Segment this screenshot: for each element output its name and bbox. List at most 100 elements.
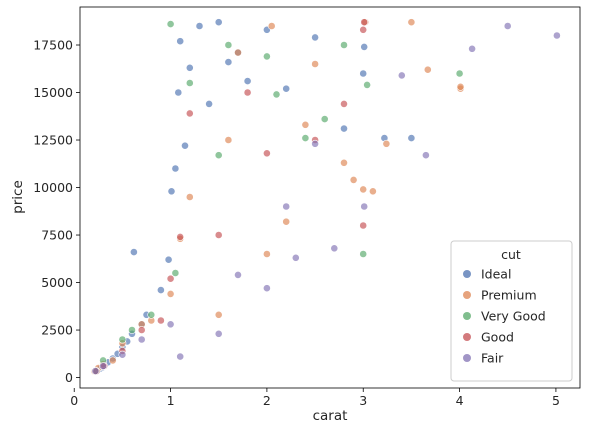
- point-ideal-26: [243, 77, 252, 85]
- point-ideal-19: [181, 141, 189, 150]
- y-axis-ticks: 0 2500 5000 7500 10000 12500 15000 17500: [33, 38, 80, 385]
- point-fair-1: [99, 362, 107, 370]
- x-tick-label-4: 4: [456, 393, 464, 408]
- point-fair-18: [553, 31, 561, 40]
- point-fair-2: [118, 350, 127, 359]
- legend-label-ideal: Ideal: [481, 267, 511, 282]
- point-premium-10: [214, 310, 223, 319]
- point-ideal-32: [360, 43, 369, 51]
- point-good-5: [166, 274, 175, 283]
- point-very-good-12: [301, 134, 310, 142]
- legend-title: cut: [501, 247, 521, 262]
- point-ideal-10: [129, 248, 138, 256]
- point-fair-3: [137, 335, 146, 344]
- legend-marker-premium: [463, 291, 471, 299]
- point-premium-19: [349, 175, 358, 184]
- plot-frame: [79, 6, 581, 389]
- legend-label-premium: Premium: [481, 288, 537, 303]
- point-ideal-31: [359, 69, 368, 78]
- point-fair-12: [330, 244, 339, 253]
- point-good-3: [137, 326, 146, 334]
- point-fair-14: [397, 71, 406, 80]
- x-tick-label-2: 2: [263, 393, 271, 408]
- point-very-good-6: [171, 269, 180, 277]
- point-fair-5: [176, 352, 185, 361]
- point-good-15: [360, 18, 369, 27]
- legend-label-very-good: Very Good: [481, 309, 546, 324]
- x-tick-label-1: 1: [167, 393, 175, 408]
- point-ideal-18: [176, 37, 185, 46]
- point-premium-25: [423, 65, 432, 74]
- point-very-good-3: [128, 326, 136, 334]
- point-ideal-17: [174, 88, 183, 97]
- point-ideal-15: [167, 187, 176, 196]
- point-premium-17: [311, 60, 319, 68]
- point-very-good-17: [455, 69, 464, 78]
- point-premium-24: [407, 18, 416, 27]
- point-fair-15: [421, 151, 430, 160]
- point-fair-11: [311, 139, 319, 148]
- point-fair-7: [234, 270, 242, 279]
- point-premium-22: [368, 187, 377, 196]
- point-premium-14: [267, 22, 276, 30]
- legend: cut Ideal Premium Very Good Good Fair: [450, 240, 573, 382]
- point-good-7: [185, 109, 194, 118]
- point-fair-0: [91, 367, 100, 375]
- point-ideal-24: [224, 58, 233, 66]
- point-ideal-29: [311, 33, 319, 42]
- point-ideal-30: [340, 124, 348, 133]
- point-good-4: [156, 316, 165, 325]
- y-tick-label-0: 0: [65, 370, 73, 385]
- point-ideal-22: [205, 100, 213, 108]
- legend-entries: Ideal Premium Very Good Good Fair: [463, 267, 546, 366]
- point-very-good-11: [272, 90, 281, 99]
- point-very-good-15: [359, 250, 368, 258]
- point-ideal-34: [407, 134, 416, 142]
- x-axis-label: carat: [313, 408, 348, 424]
- y-tick-label-10000: 10000: [33, 180, 73, 195]
- point-fair-4: [166, 320, 175, 329]
- point-good-12: [340, 100, 348, 108]
- point-premium-20: [359, 185, 368, 194]
- x-tick-label-5: 5: [552, 393, 560, 408]
- point-very-good-13: [320, 115, 329, 123]
- y-tick-label-15000: 15000: [33, 85, 73, 100]
- point-ideal-20: [185, 63, 194, 72]
- point-fair-9: [282, 202, 291, 211]
- point-good-8: [214, 231, 223, 239]
- y-tick-label-5000: 5000: [41, 275, 73, 290]
- point-premium-9: [185, 193, 194, 201]
- point-premium-12: [234, 48, 242, 57]
- point-ideal-13: [156, 286, 165, 294]
- point-very-good-16: [363, 81, 371, 89]
- legend-marker-very-good: [463, 312, 471, 320]
- point-premium-13: [262, 250, 271, 258]
- point-very-good-9: [224, 41, 233, 49]
- point-premium-18: [340, 158, 348, 167]
- point-very-good-10: [262, 52, 271, 61]
- point-good-6: [176, 232, 185, 241]
- x-tick-label-0: 0: [70, 393, 78, 408]
- point-very-good-5: [166, 20, 175, 28]
- point-ideal-14: [164, 255, 173, 264]
- point-fair-16: [468, 44, 476, 53]
- y-tick-label-7500: 7500: [41, 228, 73, 243]
- legend-marker-fair: [463, 354, 471, 362]
- legend-marker-good: [463, 333, 471, 341]
- y-tick-label-12500: 12500: [33, 133, 73, 148]
- point-ideal-21: [195, 22, 204, 30]
- point-very-good-14: [340, 41, 348, 49]
- legend-label-fair: Fair: [481, 351, 504, 366]
- point-good-14: [359, 25, 368, 34]
- legend-label-good: Good: [481, 330, 514, 345]
- point-premium-7: [166, 289, 175, 298]
- data-points: [90, 18, 561, 376]
- point-fair-17: [503, 22, 512, 30]
- point-very-good-8: [214, 151, 223, 160]
- point-premium-23: [382, 139, 391, 148]
- point-fair-13: [360, 202, 369, 211]
- x-tick-label-3: 3: [359, 393, 367, 408]
- point-good-13: [359, 221, 368, 230]
- y-axis-label: price: [10, 180, 26, 214]
